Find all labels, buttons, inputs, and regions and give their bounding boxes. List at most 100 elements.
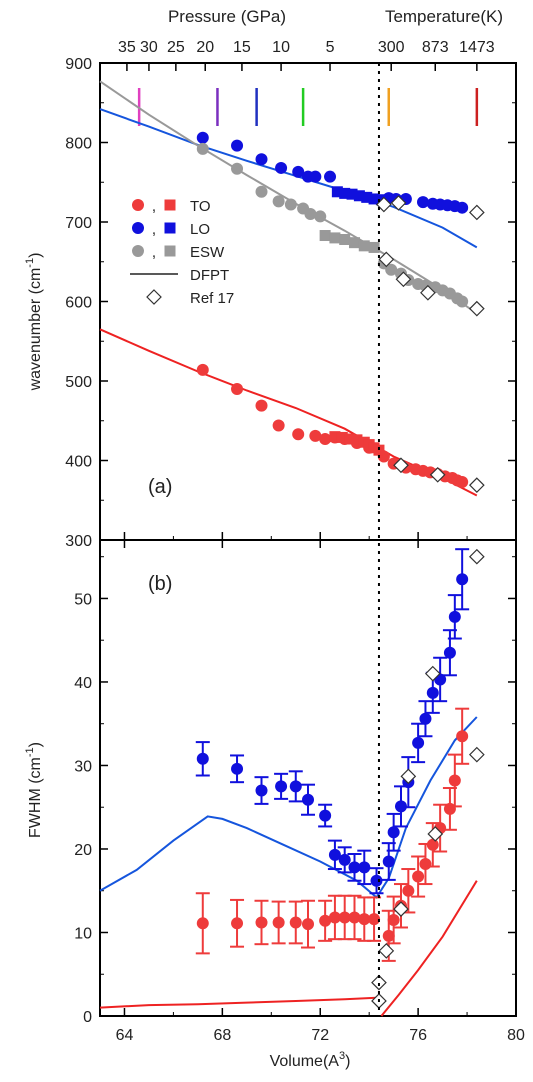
legend-label: ESW [190,244,225,261]
b-point [358,913,371,926]
b-point [302,793,314,806]
pressure-tick-label: 35 [118,39,136,56]
b-ylabel-end: ) [27,742,44,747]
a-ref17-diamond [468,300,485,317]
temperature-tick-label: 300 [378,39,405,56]
a-point [255,399,268,412]
a-ytick-label: 500 [65,374,92,391]
a-ref17-diamond [468,477,485,493]
b-xtick-label: 80 [507,1027,525,1044]
a-ref17-diamond [395,271,412,288]
pressure-tick-label: 15 [233,39,251,56]
legend-sep: , [152,244,156,261]
a-point [292,165,305,178]
b-point [255,784,268,797]
b-point [231,917,244,930]
a-ref17-diamond [378,251,395,268]
b-xtick-label: 64 [116,1027,134,1044]
b-ylabel: FWHM (cm-1) [24,742,44,838]
legend-square [164,199,176,211]
b-point [394,800,407,813]
b-point [419,858,432,871]
pressure-tick-label: 30 [140,39,158,56]
a-ref17-diamond [429,466,446,483]
b-point [302,918,314,931]
b-point [448,774,461,787]
b-point [255,916,268,929]
a-point [292,428,305,441]
legend-circle [132,199,144,211]
legend-square [164,222,176,234]
a-ytick-label: 400 [65,454,92,471]
b-point [348,861,361,874]
a-point-square [373,444,385,456]
a-point [272,419,285,432]
a-point [255,153,268,166]
a-ref17-diamond [420,284,436,301]
b-point [348,911,361,924]
pressure-tick-label: 25 [167,39,185,56]
b-point [412,736,425,749]
a-ytick-label: 600 [65,295,92,312]
a-point-square [319,230,331,242]
a-ref17-diamond [468,204,485,221]
a-point-square [339,233,351,245]
a-point [309,170,322,183]
a-point-square [336,431,348,443]
a-ylabel-end: ) [27,253,44,258]
b-ref17-diamond [427,826,444,842]
b-ytick-label: 40 [74,675,92,692]
a-point-square [361,191,373,203]
a-ytick-label: 300 [65,533,92,550]
b-point [358,861,371,874]
legend-label: TO [190,198,211,215]
a-point-square [331,186,343,198]
a-point-square [339,187,351,199]
a-ref17-diamond [393,457,409,474]
b-ylabel-sup: -1 [24,747,36,757]
panel-b-frame [99,539,517,1017]
pressure-tick-label: 10 [272,39,290,56]
b-ref17-diamond [468,746,485,763]
b-point [387,826,400,839]
b-point [319,809,332,822]
b-point [426,838,439,851]
b-panel-label: (b) [148,573,172,595]
a-point [231,162,244,175]
b-point [426,686,439,699]
a-ref17-diamond [390,195,407,211]
a-dfpt-line [99,108,478,249]
b-dfpt-line [99,996,380,1009]
b-point [338,911,351,924]
a-ytick-label: 800 [65,136,92,153]
a-point [456,201,469,214]
temperature-tick-label: 873 [422,39,449,56]
b-ref17-diamond [371,974,387,991]
b-point [412,870,425,883]
b-ref17-diamond [378,943,395,959]
b-point [370,874,383,887]
legend-circle [132,222,144,234]
a-point-square [358,240,370,252]
a-point [385,263,398,276]
a-point-square [368,241,380,253]
legend-sep: , [152,198,156,215]
a-point-square [346,188,358,200]
a-ytick-label: 700 [65,215,92,232]
pressure-tick-label: 5 [326,39,335,56]
legend-circle [132,245,144,257]
a-point [284,198,297,211]
b-point [456,573,469,586]
a-ref17-diamond [376,196,392,213]
b-point [382,855,395,868]
a-point [196,363,209,376]
b-point [419,712,432,725]
b-dfpt-line [99,716,478,899]
a-point-square [353,190,365,202]
a-point [417,196,430,209]
legend-diamond [146,289,162,305]
b-point [387,913,400,926]
b-ytick-label: 50 [74,591,92,608]
b-point [402,884,415,897]
